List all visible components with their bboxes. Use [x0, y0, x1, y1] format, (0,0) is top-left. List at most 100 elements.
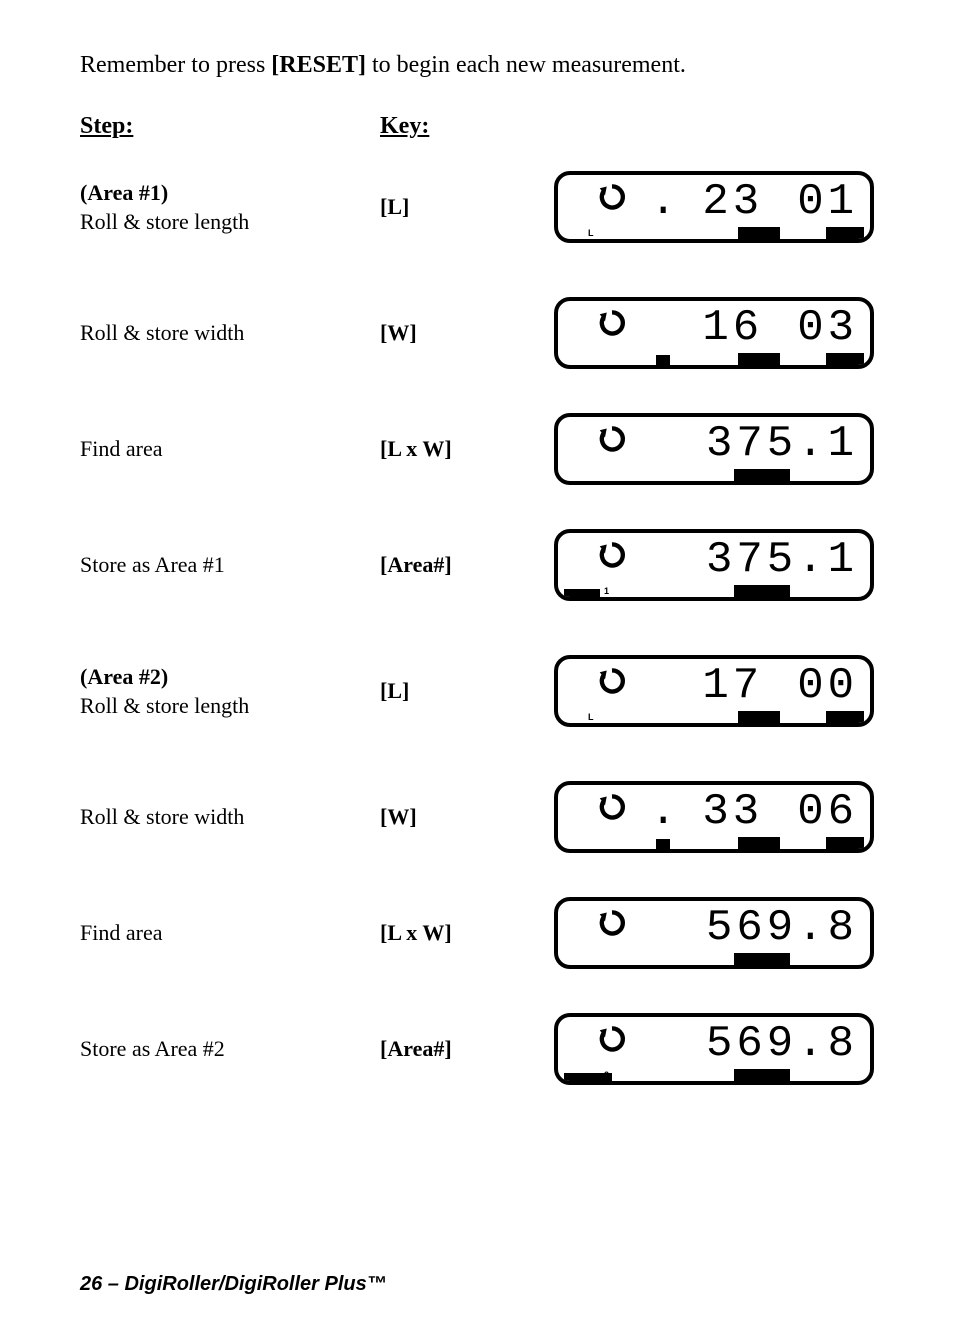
indicator-area-index: 1: [604, 586, 609, 596]
indicator-inch: [826, 837, 864, 849]
header-step: Step:: [80, 113, 360, 140]
lcd-display: 569.82: [554, 1013, 874, 1085]
step-row: Roll & store width[W].3306: [80, 772, 874, 862]
intro-key: [RESET]: [271, 52, 366, 78]
key-label: [L x W]: [380, 436, 520, 462]
key-label: [L]: [380, 678, 520, 704]
lcd-indicators: [558, 465, 870, 481]
step-description: Store as Area #1: [80, 550, 360, 580]
intro-prefix: Remember to press: [80, 52, 271, 78]
indicator-inch: [826, 353, 864, 365]
lcd-value: .3306: [650, 787, 858, 837]
lcd-main-digits: 569.8: [706, 903, 858, 953]
refresh-icon: [598, 667, 626, 695]
indicator-feet: [738, 837, 780, 849]
lcd-sub-digits: 06: [797, 787, 858, 837]
indicator-L: L: [588, 712, 594, 722]
header-key: Key:: [380, 113, 520, 140]
refresh-icon: [598, 309, 626, 337]
lcd-main-digits: 375.1: [706, 419, 858, 469]
indicator-sqft: [734, 1069, 790, 1081]
lcd-main-digits: 17: [702, 661, 763, 711]
lcd-cell: 1700 L: [540, 655, 874, 727]
lcd-main-digits: 16: [702, 303, 763, 353]
step-row: Store as Area #1 [Area#] 375.11: [80, 520, 874, 610]
lcd-sub-digits: 03: [797, 303, 858, 353]
key-label: [W]: [380, 320, 520, 346]
step-subhead: (Area #1): [80, 178, 360, 208]
indicator-area: [564, 589, 600, 597]
lcd-cell: 1603: [540, 297, 874, 369]
lcd-indicators: [558, 949, 870, 965]
step-label: Find area: [80, 434, 360, 464]
lcd-indicators: 2: [558, 1065, 870, 1081]
indicator-sqft: [734, 953, 790, 965]
lcd-display: 375.11: [554, 529, 874, 601]
indicator-inch: [826, 711, 864, 723]
indicator-sqft: [734, 469, 790, 481]
indicator-area-index: 2: [604, 1070, 609, 1080]
indicator-sqft: [734, 585, 790, 597]
intro-text: Remember to press [RESET] to begin each …: [80, 50, 874, 81]
step-label: Roll & store width: [80, 802, 360, 832]
lcd-display: 1603: [554, 297, 874, 369]
indicator-feet: [738, 353, 780, 365]
refresh-icon: [598, 425, 626, 453]
lcd-value: 375.1: [706, 419, 858, 469]
lcd-value: 569.8: [706, 903, 858, 953]
step-row: Find area [L x W] 375.1: [80, 404, 874, 494]
page-footer: 26 – DigiRoller/DigiRoller Plus™: [80, 1273, 387, 1296]
refresh-icon: [598, 793, 626, 821]
indicator-inch: [826, 227, 864, 239]
column-headers: Step: Key:: [80, 113, 874, 140]
step-description: Roll & store width: [80, 318, 360, 348]
lcd-cell: 569.82: [540, 1013, 874, 1085]
indicator-feet: [738, 711, 780, 723]
lcd-cell: .2301L: [540, 171, 874, 243]
lcd-indicators: [558, 833, 870, 849]
lcd-display: .3306: [554, 781, 874, 853]
step-description: Roll & store width: [80, 802, 360, 832]
lcd-sub-digits: 01: [797, 177, 858, 227]
key-label: [L]: [380, 194, 520, 220]
key-label: [Area#]: [380, 552, 520, 578]
indicator-feet: [738, 227, 780, 239]
key-label: [W]: [380, 804, 520, 830]
refresh-icon: [598, 541, 626, 569]
intro-suffix: to begin each new measurement.: [366, 52, 686, 78]
lcd-indicators: L: [558, 707, 870, 723]
refresh-icon: [598, 1025, 626, 1053]
indicator-W: [656, 355, 670, 365]
step-row: Find area[L x W]569.8: [80, 888, 874, 978]
step-label: Roll & store length: [80, 691, 360, 721]
refresh-icon: [598, 909, 626, 937]
step-row: Roll & store width[W]1603: [80, 288, 874, 378]
step-label: Store as Area #2: [80, 1034, 360, 1064]
refresh-icon: [598, 183, 626, 211]
lcd-value: .2301: [650, 177, 858, 227]
lcd-cell: 375.1: [540, 413, 874, 485]
step-description: (Area #2)Roll & store length: [80, 662, 360, 721]
lcd-indicators: [558, 349, 870, 365]
step-label: Roll & store width: [80, 318, 360, 348]
key-label: [Area#]: [380, 1036, 520, 1062]
lcd-main-digits: 23: [702, 177, 763, 227]
lcd-value: 1700: [702, 661, 858, 711]
indicator-L: L: [588, 228, 594, 238]
step-subhead: (Area #2): [80, 662, 360, 692]
lcd-value: 1603: [702, 303, 858, 353]
step-description: Find area: [80, 918, 360, 948]
step-label: Store as Area #1: [80, 550, 360, 580]
lcd-display: .2301L: [554, 171, 874, 243]
lcd-main-digits: 33: [702, 787, 763, 837]
step-row: Store as Area #2[Area#]569.82: [80, 1004, 874, 1094]
lcd-cell: 569.8: [540, 897, 874, 969]
lcd-cell: .3306: [540, 781, 874, 853]
step-description: Store as Area #2: [80, 1034, 360, 1064]
step-label: Find area: [80, 918, 360, 948]
lcd-indicators: L: [558, 223, 870, 239]
lcd-value: 569.8: [706, 1019, 858, 1069]
step-description: Find area: [80, 434, 360, 464]
lcd-display: 375.1: [554, 413, 874, 485]
lcd-cell: 375.11: [540, 529, 874, 601]
